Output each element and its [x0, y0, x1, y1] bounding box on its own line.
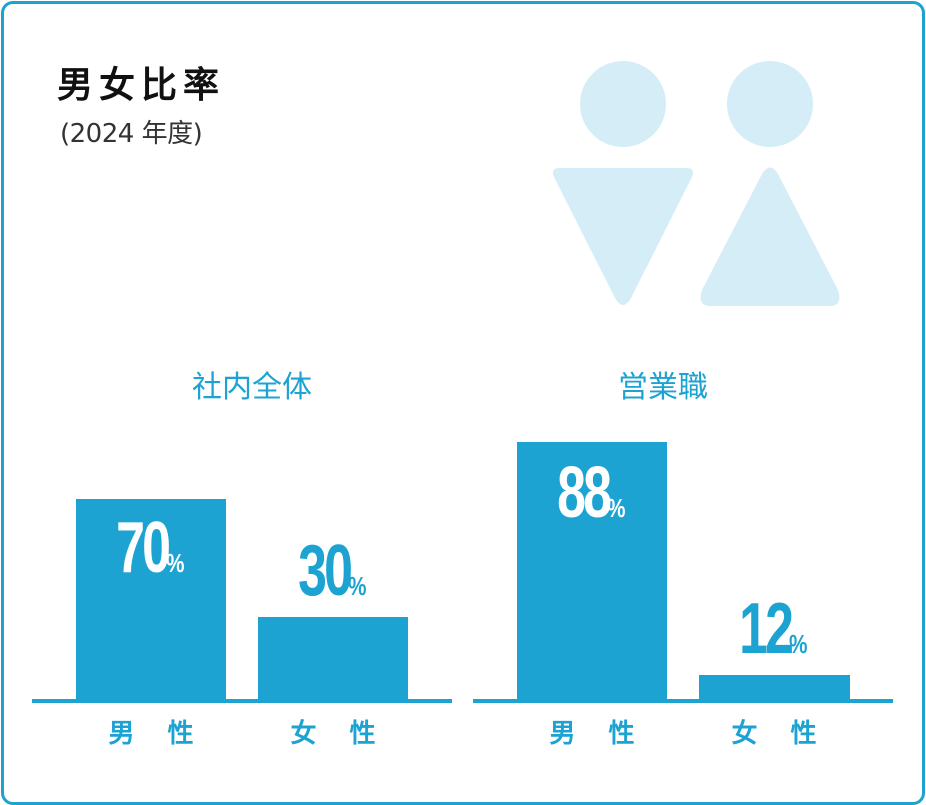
- gender-icons: [552, 61, 840, 306]
- value-label-female: 12%: [739, 589, 808, 669]
- chart-title: 営業職: [618, 370, 708, 405]
- value-label-female: 30%: [298, 531, 367, 611]
- category-label-female: 女 性: [731, 719, 829, 749]
- category-label-male: 男 性: [549, 719, 647, 749]
- female-figure-icon: [700, 61, 840, 306]
- bar-male: [76, 499, 226, 701]
- value-label-male: 70%: [116, 508, 185, 588]
- category-label-male: 男 性: [108, 719, 206, 749]
- bar-female: [258, 617, 408, 701]
- bar-female: [699, 675, 850, 701]
- chart-baseline: [32, 699, 452, 703]
- bar-male: [517, 442, 667, 701]
- chart-baseline: [473, 699, 893, 703]
- category-label-female: 女 性: [290, 719, 388, 749]
- chart-title: 社内全体: [192, 370, 312, 405]
- value-label-male: 88%: [557, 453, 626, 533]
- fiscal-year-subtitle: (2024 年度): [60, 119, 203, 149]
- page-title: 男女比率: [57, 65, 226, 106]
- male-figure-icon: [552, 61, 694, 305]
